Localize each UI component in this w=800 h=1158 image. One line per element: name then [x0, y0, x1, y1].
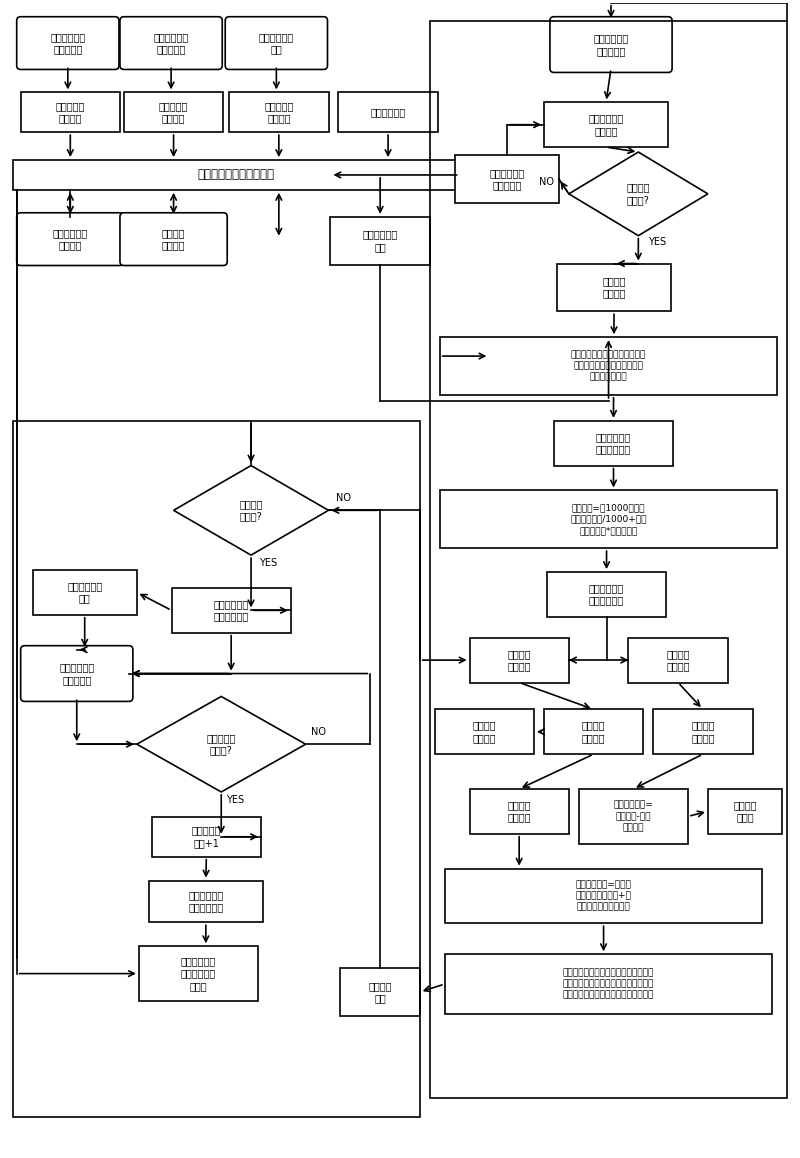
Bar: [654, 710, 753, 754]
FancyBboxPatch shape: [120, 213, 227, 265]
Bar: [338, 93, 438, 132]
Bar: [149, 880, 263, 922]
Bar: [454, 155, 559, 203]
Text: 用罐内实时熔液体积、实时熔液重量、
铁熔液比重、渣熔液比重等参数，进行
铁熔液重量、渣熔液重量、渣铁比计算: 用罐内实时熔液体积、实时熔液重量、 铁熔液比重、渣熔液比重等参数，进行 铁熔液重…: [563, 968, 654, 999]
Text: 罐车实时
速率检测: 罐车实时 速率检测: [666, 648, 690, 672]
Bar: [330, 217, 430, 264]
Bar: [341, 968, 420, 1016]
Bar: [139, 946, 258, 1001]
Text: 在正确停
车位置?: 在正确停 车位置?: [626, 183, 650, 205]
Text: 罐内熔液
液面计算: 罐内熔液 液面计算: [582, 720, 606, 743]
Text: 该车号已用次
数存入数据库: 该车号已用次 数存入数据库: [188, 891, 223, 913]
Text: 罐内熔液体积=该液面
高度罐内额定容积+该
液面高度耐材侵蚀容积: 罐内熔液体积=该液面 高度罐内额定容积+该 液面高度耐材侵蚀容积: [576, 880, 631, 911]
Text: NO: NO: [337, 493, 351, 504]
Text: 请求调用数据
输出: 请求调用数据 输出: [362, 229, 398, 251]
Polygon shape: [137, 696, 306, 792]
Bar: [434, 710, 534, 754]
Text: 铁水罐标准容
积参数计算: 铁水罐标准容 积参数计算: [50, 32, 86, 54]
Text: 数据调用请求: 数据调用请求: [370, 108, 406, 117]
Bar: [171, 588, 290, 632]
Text: 数据库调入高度容积数组、侵蚀
率数组、该车号已用次数、用
户需求量等参数: 数据库调入高度容积数组、侵蚀 率数组、该车号已用次数、用 户需求量等参数: [571, 351, 646, 382]
Text: 其它高炉铁水
灌装信息: 其它高炉铁水 灌装信息: [53, 228, 88, 250]
Text: YES: YES: [259, 558, 277, 569]
Bar: [629, 638, 728, 682]
Bar: [229, 93, 329, 132]
Text: NO: NO: [310, 727, 326, 738]
Bar: [557, 264, 671, 312]
FancyBboxPatch shape: [120, 16, 222, 69]
Text: 罐内熔液
量显示: 罐内熔液 量显示: [734, 800, 757, 822]
FancyBboxPatch shape: [17, 213, 124, 265]
Text: 罐内熔液
体积计算: 罐内熔液 体积计算: [507, 800, 531, 822]
Text: 系统控制需用
其它参数存入
数据库: 系统控制需用 其它参数存入 数据库: [181, 957, 216, 991]
Text: 其它信息
需求用户: 其它信息 需求用户: [162, 228, 186, 250]
Text: 计算结果
显示: 计算结果 显示: [368, 981, 392, 1003]
Text: 铁水灌装设备
解锁灌装开始: 铁水灌装设备 解锁灌装开始: [589, 584, 624, 606]
Bar: [445, 954, 772, 1014]
Bar: [124, 93, 223, 132]
Text: 计算结果置
入数据库: 计算结果置 入数据库: [56, 101, 85, 124]
Text: 铁水灌装设备
闭锁灌装结束: 铁水灌装设备 闭锁灌装结束: [214, 599, 249, 622]
Bar: [152, 816, 261, 857]
FancyBboxPatch shape: [226, 16, 327, 69]
FancyBboxPatch shape: [21, 646, 133, 702]
Text: 计算结果置
入数据库: 计算结果置 入数据库: [159, 101, 188, 124]
Text: NO: NO: [539, 177, 554, 186]
Text: 铁水罐车停止
位置检测: 铁水罐车停止 位置检测: [589, 113, 624, 135]
Text: YES: YES: [226, 794, 244, 805]
Polygon shape: [174, 466, 329, 555]
Text: 高炉铁水灌装系统数据库: 高炉铁水灌装系统数据库: [198, 168, 274, 182]
FancyBboxPatch shape: [17, 16, 119, 69]
Bar: [21, 93, 120, 132]
Text: 铁水罐车
车号检测: 铁水罐车 车号检测: [602, 277, 626, 299]
Text: 铁水罐车位置
不到位警报: 铁水罐车位置 不到位警报: [489, 168, 524, 190]
Bar: [440, 337, 778, 395]
Text: 罐车离开停
车位置?: 罐车离开停 车位置?: [206, 733, 236, 755]
Text: 用户铁水需求
信息: 用户铁水需求 信息: [258, 32, 294, 54]
Text: 到达用户
需求量?: 到达用户 需求量?: [239, 499, 262, 521]
Polygon shape: [569, 152, 708, 236]
Text: 铁水罐车离开
铁水灌装点: 铁水罐车离开 铁水灌装点: [59, 662, 94, 684]
Text: 用户信息置
入数据库: 用户信息置 入数据库: [264, 101, 294, 124]
Text: 罐内熔液
底层计算: 罐内熔液 底层计算: [691, 720, 714, 743]
Bar: [578, 789, 688, 844]
Text: YES: YES: [648, 236, 666, 247]
Bar: [547, 572, 666, 617]
Bar: [544, 102, 668, 147]
Bar: [13, 160, 459, 190]
Bar: [430, 21, 787, 1098]
Text: 铁水灌装结束
警报: 铁水灌装结束 警报: [67, 581, 102, 603]
Text: 耐材衬侵蚀参
数测试计算: 耐材衬侵蚀参 数测试计算: [154, 32, 189, 54]
Bar: [554, 420, 673, 466]
Text: 铁水罐车进入
铁水灌装点: 铁水罐车进入 铁水灌装点: [594, 34, 629, 56]
Text: 罐车皮重=（1000次罐内
耐材总使用量/1000+该车
号已用次数*耐材比重）: 罐车皮重=（1000次罐内 耐材总使用量/1000+该车 号已用次数*耐材比重）: [570, 504, 646, 535]
Text: 罐内熔液
液面显示: 罐内熔液 液面显示: [473, 720, 496, 743]
Bar: [470, 789, 569, 834]
Bar: [470, 638, 569, 682]
Text: 罐内熔液
液面检测: 罐内熔液 液面检测: [507, 648, 531, 672]
Bar: [440, 491, 778, 548]
Bar: [33, 570, 137, 615]
Bar: [445, 868, 762, 923]
Bar: [13, 420, 420, 1117]
Text: 实时熔液重量=
罐车重量-罐车
计算皮重: 实时熔液重量= 罐车重量-罐车 计算皮重: [614, 800, 654, 831]
Bar: [544, 710, 643, 754]
FancyBboxPatch shape: [550, 16, 672, 73]
Bar: [708, 789, 782, 834]
Text: 该车号已用
次数+1: 该车号已用 次数+1: [192, 826, 221, 848]
Text: 该已用次数的
罐车皮重计算: 该已用次数的 罐车皮重计算: [596, 432, 631, 454]
